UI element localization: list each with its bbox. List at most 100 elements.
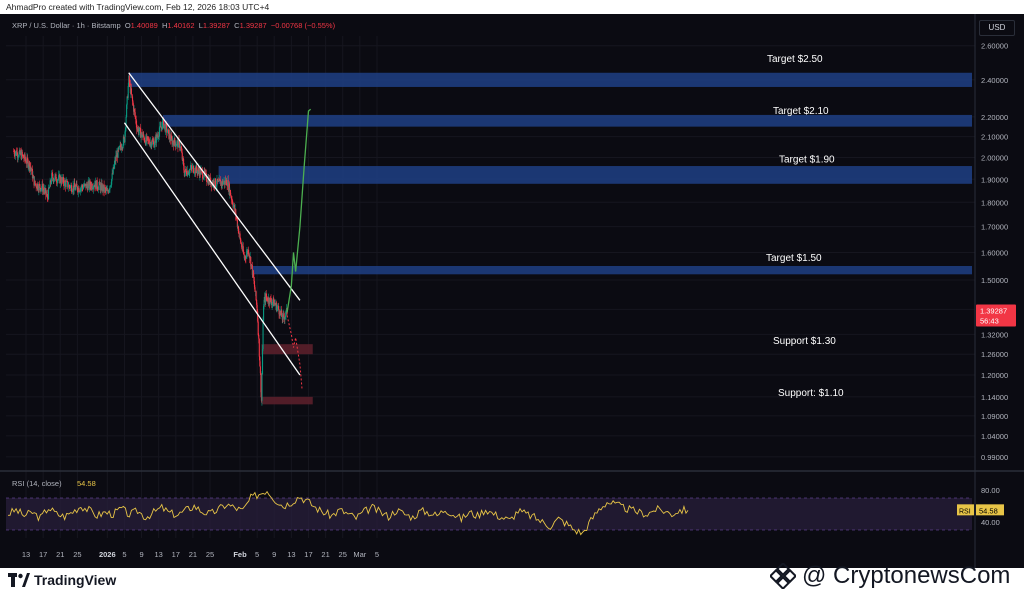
candle-body — [236, 217, 238, 220]
candle-body — [269, 297, 271, 305]
candle-body — [204, 170, 206, 174]
candle-body — [240, 242, 242, 244]
candle-body — [134, 112, 136, 117]
candle-body — [175, 144, 177, 146]
x-tick-label: 13 — [287, 550, 295, 559]
legend-high: 1.40162 — [167, 21, 195, 30]
candle-body — [51, 173, 53, 175]
rsi-tick-label: 80.00 — [981, 486, 1000, 495]
candle-body — [235, 209, 237, 216]
candle-body — [122, 137, 124, 146]
y-tick-label: 2.40000 — [981, 76, 1008, 85]
candle-body — [258, 335, 260, 339]
candle-body — [24, 159, 27, 161]
bullish-projection — [286, 108, 312, 313]
candle-body — [55, 174, 57, 181]
x-tick-label: 21 — [189, 550, 197, 559]
candle-body — [50, 180, 52, 184]
candle-body — [112, 167, 114, 174]
candle-body — [181, 152, 183, 160]
tradingview-logo: TradingView — [8, 572, 116, 588]
candle-body — [276, 306, 279, 308]
candle-body — [189, 169, 191, 174]
candle-body — [174, 142, 176, 147]
symbol-legend: XRP / U.S. Dollar · 1h · Bitstamp O1.400… — [12, 21, 336, 30]
candle-body — [200, 169, 202, 175]
candle-body — [241, 243, 243, 248]
candle-body — [154, 139, 156, 146]
candle-body — [188, 173, 190, 174]
y-tick-label: 0.99000 — [981, 453, 1008, 462]
candle-body — [69, 185, 72, 189]
candle-body — [165, 123, 167, 132]
candle-body — [30, 166, 32, 169]
candle-body — [254, 287, 256, 292]
candle-body — [158, 137, 160, 138]
candle-body — [71, 191, 73, 193]
rsi-line — [7, 490, 689, 536]
candle-body — [91, 183, 93, 189]
candle-body — [42, 188, 44, 192]
candle-body — [159, 126, 161, 132]
candle-body — [35, 184, 37, 188]
candle-body — [243, 252, 245, 255]
candle-body — [136, 124, 138, 130]
chart-background — [0, 14, 1024, 568]
candle-body — [124, 131, 126, 143]
x-tick-label: 9 — [139, 550, 143, 559]
y-tick-label: 2.60000 — [981, 42, 1008, 51]
candle-body — [272, 302, 274, 304]
candle-body — [13, 151, 15, 152]
candle-body — [24, 154, 26, 160]
rsi-badge-value: 54.58 — [979, 506, 998, 515]
candle-body — [133, 104, 135, 112]
candle-body — [22, 155, 24, 158]
candle-body — [215, 185, 218, 187]
price-badge-value: 1.39287 — [980, 307, 1007, 316]
x-tick-label: 9 — [272, 550, 276, 559]
tradingview-brand: TradingView — [34, 572, 117, 588]
candle-body — [58, 175, 60, 179]
candle-body — [67, 181, 69, 188]
candle-body — [119, 146, 121, 147]
candle-body — [166, 132, 168, 133]
cryptonews-icon — [770, 563, 796, 589]
y-tick-label: 1.09000 — [981, 412, 1008, 421]
candle-body — [86, 183, 88, 186]
currency-button[interactable]: USD — [979, 20, 1015, 36]
candle-body — [169, 133, 171, 139]
candle-body — [179, 141, 181, 148]
candle-body — [129, 82, 131, 84]
candle-body — [126, 96, 128, 105]
candle-body — [55, 180, 58, 182]
candle-body — [82, 187, 84, 190]
y-tick-label: 1.20000 — [981, 371, 1008, 380]
candle-body — [52, 174, 54, 179]
candle-body — [26, 157, 28, 164]
candle-body — [257, 311, 259, 322]
candle-body — [151, 144, 153, 147]
channel-line-lower — [123, 122, 301, 376]
annotation-label: Support: $1.10 — [778, 388, 844, 399]
candle-body — [80, 187, 82, 189]
candle-body — [146, 136, 149, 138]
candle-body — [87, 183, 89, 191]
candle-body — [175, 145, 177, 147]
candle-body — [156, 134, 158, 143]
candle-body — [117, 148, 119, 158]
candle-body — [13, 151, 15, 155]
candle-body — [29, 162, 31, 171]
x-tick-label: 5 — [255, 550, 259, 559]
candle-body — [243, 254, 245, 259]
candle-body — [17, 157, 19, 158]
candle-body — [250, 256, 252, 267]
candle-body — [279, 310, 281, 317]
candle-body — [139, 127, 142, 138]
candle-body — [38, 183, 40, 185]
candle-body — [135, 116, 137, 120]
candle-body — [52, 178, 54, 182]
candle-body — [143, 137, 145, 141]
candle-body — [47, 187, 50, 200]
candle-body — [250, 264, 252, 267]
